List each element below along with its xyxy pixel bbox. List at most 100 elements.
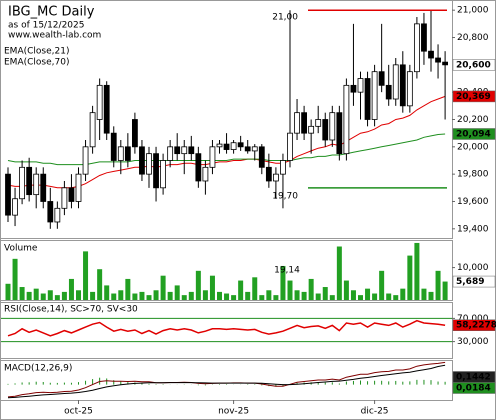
rsi-title: RSI(Close,14), SC>70, SV<30 xyxy=(4,305,138,315)
volume-bar xyxy=(26,291,32,300)
volume-bar xyxy=(19,287,25,300)
volume-bar xyxy=(224,293,230,300)
volume-bar xyxy=(181,295,187,300)
volume-bar xyxy=(167,291,173,300)
candle-body xyxy=(160,160,167,189)
candle-body xyxy=(301,112,308,134)
volume-bar xyxy=(252,277,258,300)
volume-bar xyxy=(386,293,392,300)
volume-bar xyxy=(231,295,237,300)
volume-bar xyxy=(365,288,371,300)
y-tick-label: 19,400 xyxy=(457,224,489,234)
macd-title: MACD(12,26,9) xyxy=(4,364,72,374)
volume-annotation: 19,14 xyxy=(274,266,300,276)
candle-body xyxy=(442,61,449,66)
candle-body xyxy=(124,146,131,161)
candle-body xyxy=(26,166,33,196)
volume-bar xyxy=(68,278,74,300)
candle-body xyxy=(413,23,420,73)
macd-line xyxy=(7,364,446,399)
candle-body xyxy=(12,198,18,216)
candle-body xyxy=(272,173,279,182)
subtitle: as of 15/12/2025 xyxy=(8,21,84,31)
candle-body xyxy=(167,146,174,161)
last-value-box xyxy=(452,128,496,140)
candle-body xyxy=(244,146,251,152)
volume-bar xyxy=(315,293,321,300)
volume-bar xyxy=(12,258,18,300)
candle-body xyxy=(294,112,300,134)
last-value-label: 0,1442 xyxy=(456,373,491,383)
candle-body xyxy=(131,119,138,148)
candle-body xyxy=(209,146,216,168)
volume-bar xyxy=(83,251,89,300)
volume-bar xyxy=(428,291,434,300)
last-value-label: 0,0184 xyxy=(456,384,491,394)
volume-bar xyxy=(202,290,208,300)
candle-body xyxy=(181,146,188,155)
volume-bar xyxy=(33,288,39,300)
volume-bar xyxy=(301,291,307,300)
volume-panel xyxy=(0,240,453,301)
volume-bar xyxy=(76,290,81,300)
volume-bar xyxy=(414,242,420,300)
candle-body xyxy=(61,187,68,209)
chart-title: IBG_MC Daily xyxy=(8,5,95,20)
volume-bar xyxy=(266,290,272,300)
volume-bar xyxy=(188,291,194,300)
y-tick-label: 19,800 xyxy=(457,170,489,180)
volume-bar xyxy=(273,295,279,300)
candle-body xyxy=(329,112,336,141)
y-tick-label: 10,000 xyxy=(457,263,489,273)
y-tick-label: 70,000 xyxy=(457,314,489,324)
candle-body xyxy=(237,142,244,148)
x-tick-label: oct-25 xyxy=(64,407,93,417)
volume-bar xyxy=(343,280,349,300)
macd-panel xyxy=(0,360,453,401)
y-tick-label: 19,600 xyxy=(457,197,489,207)
candle-body xyxy=(47,201,54,223)
volume-bar xyxy=(435,270,441,300)
volume-bar xyxy=(350,290,356,300)
x-tick-label: dic-25 xyxy=(361,407,389,417)
volume-bar xyxy=(238,280,244,300)
candle-body xyxy=(19,166,26,200)
candle-body xyxy=(202,166,209,182)
candle-body xyxy=(280,160,286,175)
legend-entry: EMA(Close,21) xyxy=(4,47,69,57)
volume-bar xyxy=(259,295,265,300)
candle-body xyxy=(82,146,89,175)
candle-body xyxy=(258,146,265,168)
volume-bar xyxy=(47,290,53,300)
volume-bar xyxy=(280,265,286,300)
volume-bar xyxy=(421,288,427,300)
volume-bar xyxy=(139,291,145,300)
y-tick-label: 21,000 xyxy=(457,6,489,16)
x-tick-label: nov-25 xyxy=(218,407,249,417)
last-value-box xyxy=(452,382,496,394)
candle-body xyxy=(322,119,329,141)
volume-bar xyxy=(294,290,300,300)
candle-body xyxy=(230,142,237,150)
candle-body xyxy=(385,84,392,100)
candle-body xyxy=(265,166,272,182)
volume-bar xyxy=(40,293,46,300)
y-tick-label: 20,200 xyxy=(457,115,489,125)
volume-bar xyxy=(97,269,103,300)
candle-body xyxy=(89,112,96,148)
volume-bar xyxy=(442,281,448,300)
legend-entry: EMA(Close,70) xyxy=(4,58,69,68)
volume-bar xyxy=(118,290,124,300)
last-value-box xyxy=(452,59,496,71)
candle-body xyxy=(103,84,110,134)
volume-bar xyxy=(308,278,314,300)
volume-bar xyxy=(90,291,96,300)
volume-bar xyxy=(195,270,201,300)
candle-body xyxy=(139,146,145,175)
rsi-line xyxy=(7,319,446,337)
volume-bar xyxy=(329,295,335,300)
volume-bar xyxy=(358,295,363,300)
volume-bar xyxy=(245,291,251,300)
level-label: 19,70 xyxy=(272,191,298,201)
